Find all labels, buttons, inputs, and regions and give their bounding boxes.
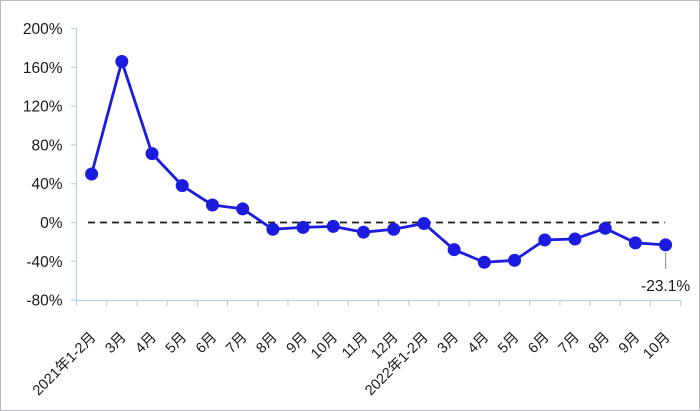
- y-tick-label: 40%: [31, 176, 62, 193]
- data-point-marker: [447, 243, 461, 257]
- data-point-marker: [477, 255, 491, 269]
- data-point-marker: [628, 236, 642, 250]
- data-point-marker: [508, 253, 522, 267]
- data-point-marker: [417, 216, 431, 230]
- x-tick-label: 10月: [308, 330, 341, 363]
- data-point-marker: [85, 167, 99, 181]
- x-tick-label: 5月: [495, 330, 522, 357]
- data-point-marker: [296, 220, 310, 234]
- x-tick-label: 8月: [586, 330, 613, 357]
- data-point-marker: [387, 222, 401, 236]
- x-tick-label: 10月: [640, 330, 673, 363]
- y-tick-label: -40%: [26, 254, 62, 271]
- data-point-marker: [236, 202, 250, 216]
- x-tick-label: 3月: [102, 330, 129, 357]
- x-tick-label: 8月: [253, 330, 280, 357]
- x-tick-label: 6月: [525, 330, 552, 357]
- y-tick-label: 80%: [31, 137, 62, 154]
- x-tick-label: 3月: [435, 330, 462, 357]
- x-tick-label: 11月: [339, 330, 371, 362]
- data-point-marker: [538, 233, 552, 247]
- data-point-marker: [145, 147, 159, 161]
- y-tick-label: 120%: [23, 99, 63, 116]
- data-point-marker: [115, 54, 129, 68]
- data-point-marker: [175, 179, 189, 193]
- x-tick-label: 7月: [556, 330, 583, 357]
- data-point-marker: [205, 198, 219, 212]
- data-point-marker: [326, 219, 340, 233]
- x-tick-label: 5月: [163, 330, 190, 357]
- data-point-label: -23.1%: [641, 278, 690, 295]
- data-point-marker: [356, 225, 370, 239]
- x-tick-label: 4月: [133, 330, 160, 357]
- x-tick-label: 9月: [616, 330, 643, 357]
- data-point-marker: [568, 232, 582, 246]
- x-tick-label: 7月: [223, 330, 250, 357]
- y-tick-label: 0%: [40, 215, 63, 232]
- data-point-marker: [598, 221, 612, 235]
- x-tick-label: 4月: [465, 330, 492, 357]
- data-point-marker: [266, 222, 280, 236]
- x-tick-label: 2021年1-2月: [29, 329, 99, 399]
- data-series-line: [90, 60, 667, 264]
- data-point-marker: [659, 238, 673, 252]
- y-tick-label: -80%: [26, 293, 62, 310]
- y-tick-label: 160%: [23, 60, 63, 77]
- x-tick-label: 9月: [284, 330, 311, 357]
- x-tick-label: 6月: [193, 330, 220, 357]
- y-tick-label: 200%: [23, 21, 63, 38]
